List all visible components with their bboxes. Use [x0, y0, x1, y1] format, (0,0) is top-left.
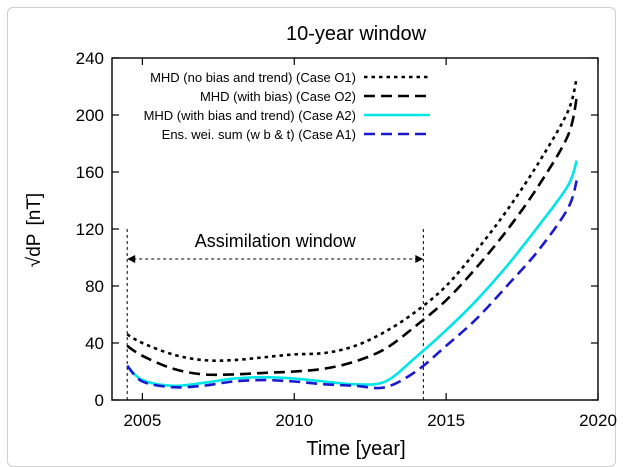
legend-label: MHD (with bias) (Case O2)	[200, 89, 356, 104]
legend: MHD (no bias and trend) (Case O1) MHD (wi…	[144, 70, 430, 142]
x-tick-label: 2005	[123, 411, 161, 430]
legend-entry-o1: MHD (no bias and trend) (Case O1)	[150, 70, 430, 85]
y-tick-label: 160	[76, 163, 104, 182]
series-o2-line	[126, 97, 578, 377]
series-o1-line	[126, 77, 578, 362]
arrowhead-left	[127, 255, 136, 263]
series-a1-line	[126, 180, 578, 390]
assimilation-window-annotation: Assimilation window	[126, 229, 424, 400]
y-axis-label: √dP [nT]	[24, 193, 45, 267]
y-tick-label: 0	[95, 391, 104, 410]
y-tick-label: 240	[76, 49, 104, 68]
series-lines	[126, 77, 578, 390]
legend-entry-a1: Ens. wei. sum (w b & t) (Case A1)	[162, 127, 430, 142]
y-axis-label-unit: [nT]	[24, 193, 45, 226]
x-tick-label: 2015	[427, 411, 465, 430]
x-axis-label: Time [year]	[306, 438, 405, 460]
x-tick-label: 2010	[275, 411, 313, 430]
y-tick-label: 80	[85, 277, 104, 296]
legend-entry-a2: MHD (with bias and trend) (Case A2)	[144, 108, 430, 123]
y-tick-label: 40	[85, 334, 104, 353]
legend-entry-o2: MHD (with bias) (Case O2)	[200, 89, 430, 104]
legend-label: MHD (no bias and trend) (Case O1)	[150, 70, 356, 85]
figure-frame	[7, 7, 616, 467]
chart-title: 10-year window	[286, 23, 427, 45]
y-tick-label: 200	[76, 106, 104, 125]
legend-label: Ens. wei. sum (w b & t) (Case A1)	[162, 127, 356, 142]
annotation-label: Assimilation window	[195, 231, 357, 251]
arrowhead-right	[415, 255, 424, 263]
legend-label: MHD (with bias and trend) (Case A2)	[144, 108, 356, 123]
y-axis-label-symbol: √dP	[24, 234, 45, 268]
axis-ticks: 0 40 80 120 160 200 240 2005 2010 2015 2020	[76, 49, 617, 430]
y-tick-label: 120	[76, 220, 104, 239]
svg-text:√dP[nT]: √dP [nT]	[24, 193, 45, 267]
series-a2-line	[126, 160, 578, 388]
x-tick-label: 2020	[579, 411, 617, 430]
